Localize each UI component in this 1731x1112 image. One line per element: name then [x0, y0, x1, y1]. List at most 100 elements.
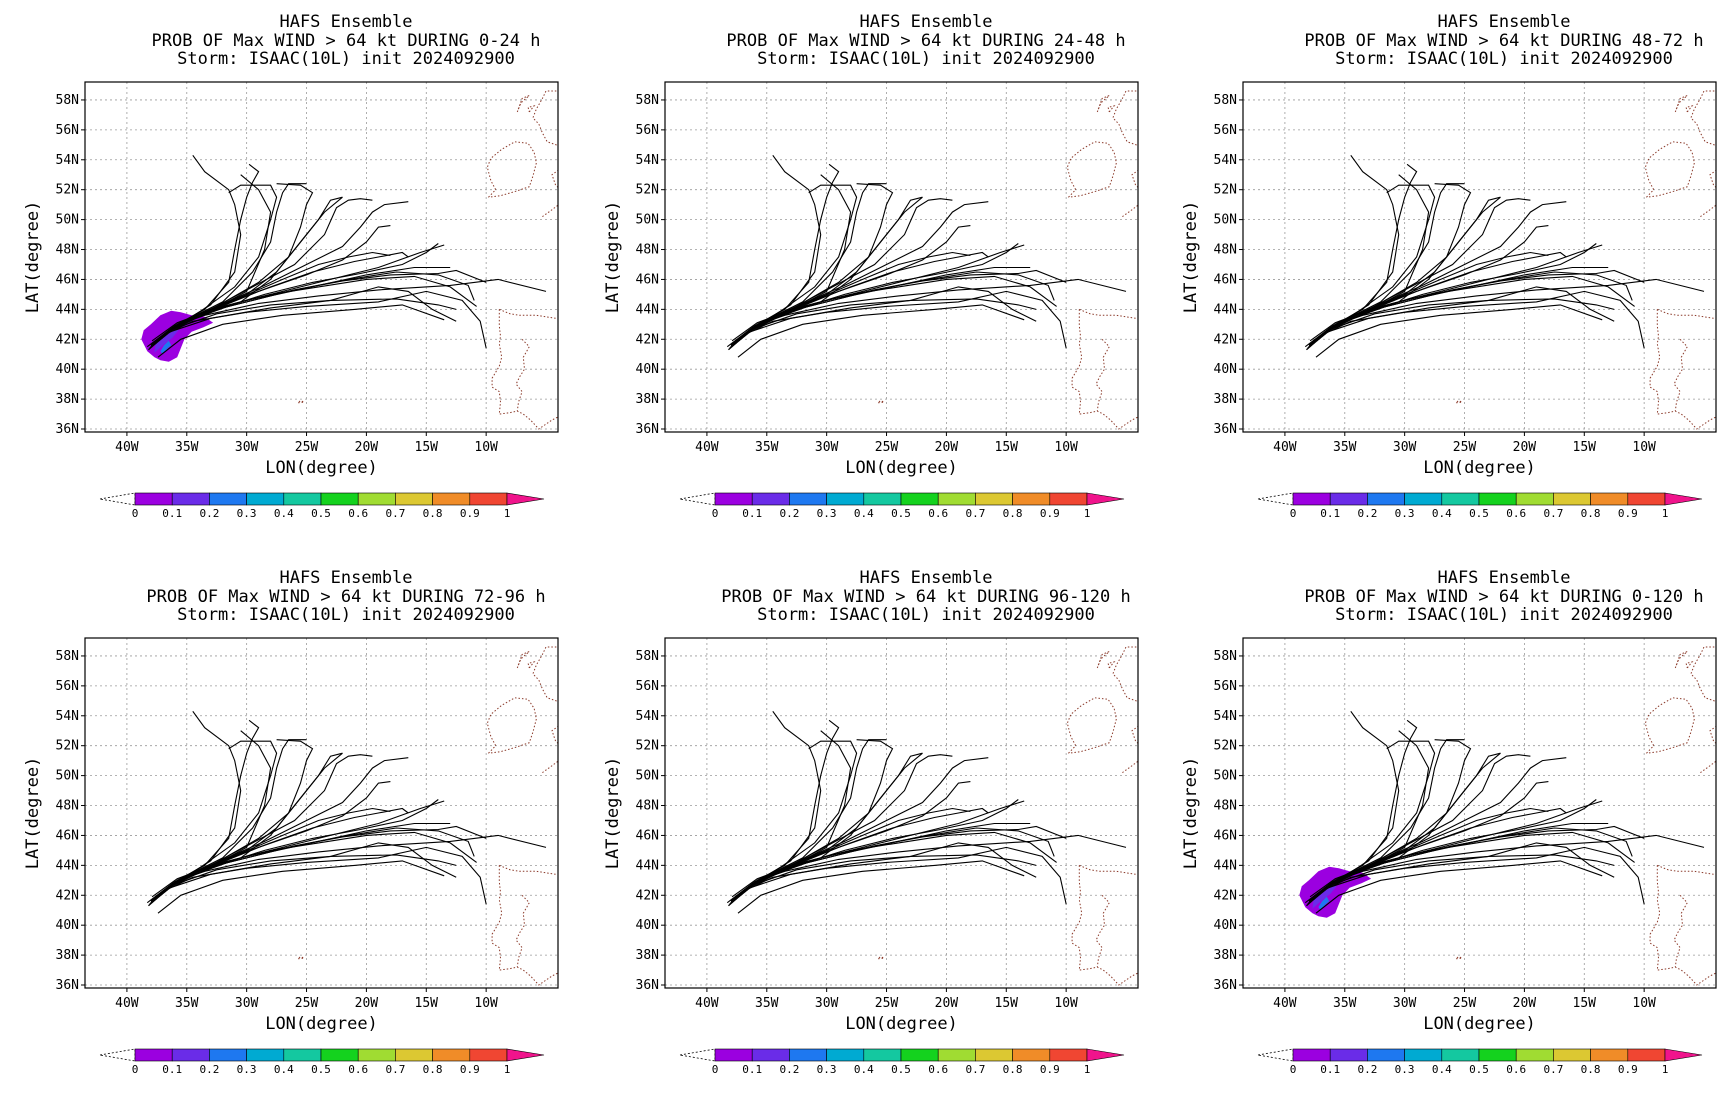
- y-tick-label: 52N: [1214, 183, 1237, 198]
- ensemble-track-19: [734, 822, 1031, 899]
- ensemble-track-24: [150, 854, 457, 904]
- panel-title: PROB OF Max WIND > 64 kt DURING 48-72 h: [1304, 31, 1703, 51]
- colorbar-segment: [975, 1048, 1013, 1062]
- ensemble-track-22: [150, 807, 391, 904]
- x-tick-label: 40W: [1273, 440, 1297, 455]
- colorbar-segment: [432, 492, 471, 506]
- x-tick-label: 20W: [1513, 996, 1537, 1011]
- ensemble-track-1: [1304, 244, 1603, 348]
- colorbar-label: 0.3: [237, 507, 257, 520]
- ensemble-track-23: [731, 827, 1055, 902]
- y-tick-label: 56N: [636, 123, 659, 138]
- plot-area: [85, 638, 558, 988]
- colorbar-label: 0.8: [1581, 507, 1601, 520]
- colorbar-segment: [900, 492, 939, 506]
- colorbar-segment: [320, 492, 359, 506]
- colorbar-segment: [1553, 492, 1591, 506]
- colorbar-segment: [1404, 1048, 1443, 1062]
- y-tick-label: 40N: [636, 918, 659, 933]
- plot-frame: [664, 637, 1139, 989]
- coastline: [1674, 95, 1688, 113]
- colorbar-label: 0.5: [891, 507, 911, 520]
- colorbar-label: 0.6: [1506, 507, 1526, 520]
- panel-storm-line: Storm: ISAAC(10L) init 2024092900: [177, 605, 515, 625]
- y-tick-label: 42N: [56, 332, 79, 347]
- plot-frame: [84, 81, 559, 433]
- y-tick-label: 44N: [1214, 302, 1237, 317]
- x-tick-label: 25W: [875, 440, 899, 455]
- coastline: [1079, 864, 1138, 875]
- colorbar-label: 0.6: [928, 507, 948, 520]
- colorbar-segment: [209, 1048, 247, 1062]
- colorbar-label: 0.2: [1357, 507, 1377, 520]
- panel-storm-line: Storm: ISAAC(10L) init 2024092900: [757, 605, 1095, 625]
- ensemble-track-4: [148, 846, 487, 907]
- colorbar-label: 0.4: [854, 507, 874, 520]
- y-tick-label: 54N: [636, 709, 659, 724]
- ensemble-track-15: [731, 757, 989, 902]
- ensemble-track-22: [730, 807, 971, 904]
- x-tick-label: 20W: [1513, 440, 1537, 455]
- ensemble-track-18: [1308, 243, 1597, 348]
- colorbar-segment: [357, 1048, 396, 1062]
- colorbar-segment: [134, 492, 173, 506]
- coastline: [499, 864, 558, 875]
- colorbar-segment: [1012, 1048, 1051, 1062]
- y-tick-label: 36N: [636, 422, 659, 437]
- plot-frame: [1242, 81, 1717, 433]
- colorbar-segment: [1329, 492, 1368, 506]
- ensemble-track-15: [151, 757, 409, 902]
- y-tick-label: 48N: [1214, 799, 1237, 814]
- coastline: [1079, 308, 1138, 319]
- y-tick-label: 54N: [1214, 153, 1237, 168]
- ensemble-track-22: [150, 251, 391, 348]
- panel-header: HAFS Ensemble: [1437, 568, 1570, 588]
- coastline: [568, 82, 575, 85]
- colorbar-label: 0.7: [1543, 507, 1563, 520]
- colorbar-segment: [937, 1048, 976, 1062]
- x-tick-label: 20W: [355, 996, 379, 1011]
- colorbar-segment: [395, 492, 433, 506]
- ensemble-track-15: [731, 201, 989, 346]
- colorbar-segment: [469, 1048, 508, 1062]
- colorbar-label: 1: [1084, 1063, 1091, 1076]
- coastline: [1649, 865, 1716, 986]
- colorbar-segment: [714, 1048, 753, 1062]
- coastline: [491, 309, 558, 430]
- coastline: [1148, 638, 1155, 641]
- panel-header: HAFS Ensemble: [279, 12, 412, 32]
- colorbar-label: 0.1: [742, 1063, 762, 1076]
- panel-storm-line: Storm: ISAAC(10L) init 2024092900: [177, 49, 515, 69]
- colorbar: 0 0.1 0.2 0.3 0.4 0.5 0.6 0.7 0.8 0.9 1: [99, 492, 545, 520]
- ensemble-track-22: [1308, 251, 1549, 348]
- colorbar-segment: [283, 1048, 322, 1062]
- plot-area: [665, 82, 1138, 432]
- coastline: [1455, 400, 1465, 404]
- probability-area-0.2-0.3: [1318, 896, 1330, 911]
- colorbar-lower-extension: [99, 1048, 136, 1062]
- x-axis-label: LON(degree): [845, 458, 958, 478]
- colorbar-label: 0.8: [1003, 1063, 1023, 1076]
- y-tick-label: 50N: [1214, 769, 1237, 784]
- colorbar-segment: [863, 1048, 902, 1062]
- y-tick-label: 36N: [56, 978, 79, 993]
- coastline: [1107, 105, 1116, 113]
- colorbar-label: 0.1: [1320, 1063, 1340, 1076]
- colorbar-segment: [1404, 492, 1443, 506]
- colorbar-label: 0.9: [1040, 507, 1060, 520]
- x-tick-label: 10W: [1054, 440, 1078, 455]
- x-tick-label: 30W: [235, 996, 259, 1011]
- probability-area-0.1-0.2: [1312, 883, 1337, 909]
- panel-title: PROB OF Max WIND > 64 kt DURING 72-96 h: [146, 587, 545, 607]
- colorbar-label: 0.9: [1618, 507, 1638, 520]
- coastline: [297, 400, 307, 404]
- x-tick-label: 15W: [415, 440, 439, 455]
- colorbar-label: 0.2: [199, 507, 219, 520]
- coastline: [1071, 865, 1138, 986]
- ensemble-track-8: [1308, 174, 1430, 348]
- colorbar-segment: [863, 492, 902, 506]
- colorbar-segment: [1478, 492, 1517, 506]
- coastline: [1685, 661, 1694, 669]
- y-tick-label: 56N: [1214, 123, 1237, 138]
